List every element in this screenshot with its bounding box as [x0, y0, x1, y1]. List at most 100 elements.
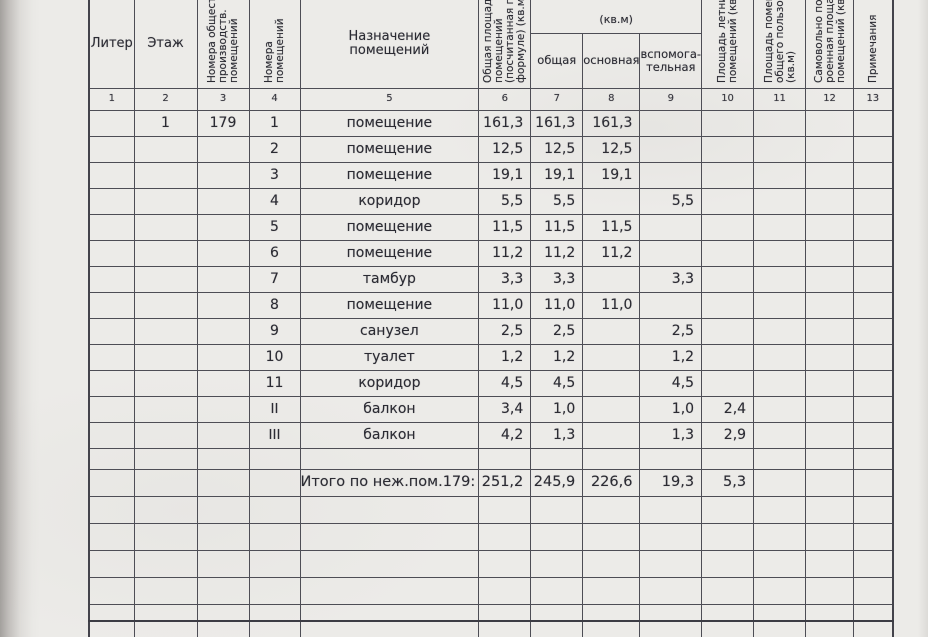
- cell-floor: [133, 317, 198, 345]
- header-unauthorized-area: Самовольно пост роенная площадь помещени…: [805, 0, 855, 89]
- cell-area-formula: 11,0: [478, 291, 532, 319]
- cell-area-total: 11,5: [530, 213, 584, 241]
- empty-cell: [88, 522, 135, 551]
- table-row: II балкон 3,4 1,0 1,0 2,4: [88, 395, 894, 423]
- total-area-main: 226,6: [582, 468, 641, 497]
- empty-cell: [248, 576, 301, 605]
- cell-floor: [133, 213, 198, 241]
- cell-liter: [88, 135, 135, 163]
- cell-area-unauthorized: [805, 317, 855, 345]
- empty-cell: [299, 447, 480, 470]
- empty-cell: [853, 620, 894, 637]
- empty-cell: [582, 549, 641, 578]
- cell-area-formula: 2,5: [478, 317, 532, 345]
- cell-liter: [88, 343, 135, 371]
- cell-notes: [853, 369, 894, 397]
- header-liter: Литер: [88, 0, 135, 89]
- cell-area-common: [753, 187, 807, 215]
- total-area-formula: 251,2: [478, 468, 532, 497]
- cell-area-main: [582, 187, 641, 215]
- empty-cell: [299, 522, 480, 551]
- empty-cell: [88, 495, 135, 524]
- empty-row: [88, 576, 894, 605]
- cell-area-main: [582, 369, 641, 397]
- cell-area-common: [753, 291, 807, 319]
- cell-unit: 179: [196, 109, 250, 137]
- empty-cell: [639, 603, 703, 622]
- empty-cell: [133, 468, 198, 497]
- empty-cell: [133, 447, 198, 470]
- empty-cell: [753, 620, 807, 637]
- cell-floor: [133, 135, 198, 163]
- cell-area-aux: [639, 239, 703, 267]
- header-notes: Примечания: [853, 0, 894, 89]
- empty-cell: [701, 576, 755, 605]
- cell-notes: [853, 395, 894, 423]
- cell-liter: [88, 395, 135, 423]
- cell-area-main: 12,5: [582, 135, 641, 163]
- cell-area-aux: [639, 109, 703, 137]
- empty-cell: [805, 576, 855, 605]
- cell-area-main: 19,1: [582, 161, 641, 189]
- cell-area-common: [753, 421, 807, 449]
- empty-cell: [88, 603, 135, 622]
- empty-cell: [299, 549, 480, 578]
- empty-cell: [530, 620, 584, 637]
- empty-cell: [639, 495, 703, 524]
- cell-area-main: 161,3: [582, 109, 641, 137]
- cell-area-aux: [639, 291, 703, 319]
- cell-room-number: II: [248, 395, 301, 423]
- empty-cell: [196, 468, 250, 497]
- cell-unit: [196, 265, 250, 293]
- cell-area-summer: [701, 187, 755, 215]
- cell-area-total: 5,5: [530, 187, 584, 215]
- table-row: III балкон 4,2 1,3 1,3 2,9: [88, 421, 894, 449]
- cell-area-unauthorized: [805, 343, 855, 371]
- empty-cell: [530, 603, 584, 622]
- cell-area-total: 11,0: [530, 291, 584, 319]
- empty-cell: [248, 549, 301, 578]
- cell-purpose: балкон: [299, 395, 480, 423]
- empty-cell: [639, 522, 703, 551]
- cell-floor: 1: [133, 109, 198, 137]
- cell-room-number: 7: [248, 265, 301, 293]
- cell-area-aux: [639, 135, 703, 163]
- col-number: 13: [853, 87, 894, 111]
- empty-cell: [582, 576, 641, 605]
- cell-area-common: [753, 213, 807, 241]
- cell-area-summer: [701, 239, 755, 267]
- cell-area-total: 1,3: [530, 421, 584, 449]
- empty-cell: [88, 447, 135, 470]
- empty-cell: [582, 522, 641, 551]
- cell-area-formula: 12,5: [478, 135, 532, 163]
- empty-cell: [478, 495, 532, 524]
- cell-notes: [853, 135, 894, 163]
- empty-cell: [478, 603, 532, 622]
- cell-room-number: 6: [248, 239, 301, 267]
- cell-purpose: помещение: [299, 161, 480, 189]
- header-room-numbers: Номера помещений: [248, 0, 301, 89]
- empty-cell: [196, 495, 250, 524]
- cell-purpose: помещение: [299, 291, 480, 319]
- cell-area-common: [753, 317, 807, 345]
- cell-unit: [196, 421, 250, 449]
- empty-cell: [639, 620, 703, 637]
- empty-cell: [133, 576, 198, 605]
- cell-area-aux: 2,5: [639, 317, 703, 345]
- empty-cell: [530, 576, 584, 605]
- cell-area-summer: [701, 317, 755, 345]
- empty-cell: [530, 447, 584, 470]
- cell-area-aux: [639, 161, 703, 189]
- cell-unit: [196, 161, 250, 189]
- empty-cell: [805, 447, 855, 470]
- cell-area-formula: 161,3: [478, 109, 532, 137]
- empty-cell: [701, 549, 755, 578]
- empty-cell: [582, 495, 641, 524]
- empty-row: [88, 522, 894, 551]
- col-number: 3: [196, 87, 250, 111]
- cell-area-formula: 4,2: [478, 421, 532, 449]
- empty-cell: [701, 447, 755, 470]
- cell-unit: [196, 135, 250, 163]
- cell-area-common: [753, 239, 807, 267]
- cell-area-aux: 1,3: [639, 421, 703, 449]
